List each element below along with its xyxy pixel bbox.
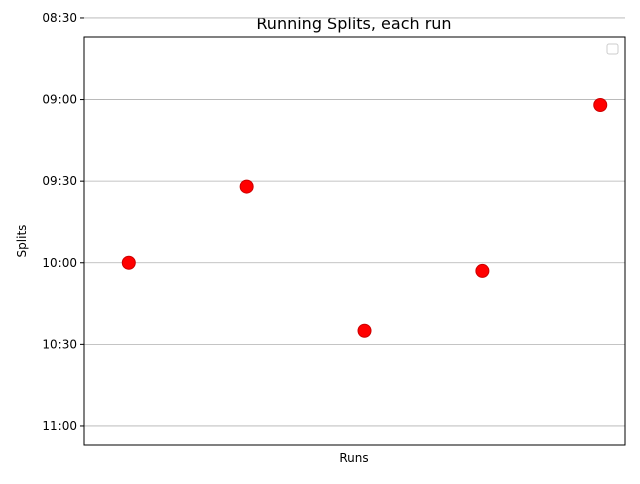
y-tick-label: 09:30 [42, 174, 77, 188]
data-point [239, 179, 254, 194]
grid-lines [84, 17, 625, 427]
plot-area-frame [83, 36, 626, 446]
y-tick-label: 09:00 [42, 93, 77, 107]
data-point [357, 323, 372, 338]
y-tick-label: 10:30 [42, 337, 77, 351]
chart-title: Running Splits, each run [256, 14, 451, 33]
data-point [121, 255, 136, 270]
x-axis-label: Runs [339, 451, 368, 465]
data-points [121, 98, 608, 338]
data-point [593, 98, 608, 112]
legend-box [606, 43, 619, 55]
y-axis-ticks: 08:30 09:00 09:30 10:00 10:30 11:00 [42, 11, 84, 433]
y-tick-label: 10:00 [42, 256, 77, 270]
y-tick-label: 11:00 [42, 419, 77, 433]
data-point [475, 263, 490, 278]
legend [606, 43, 619, 55]
y-tick-label: 08:30 [42, 11, 77, 25]
y-axis-label: Splits [15, 225, 29, 258]
